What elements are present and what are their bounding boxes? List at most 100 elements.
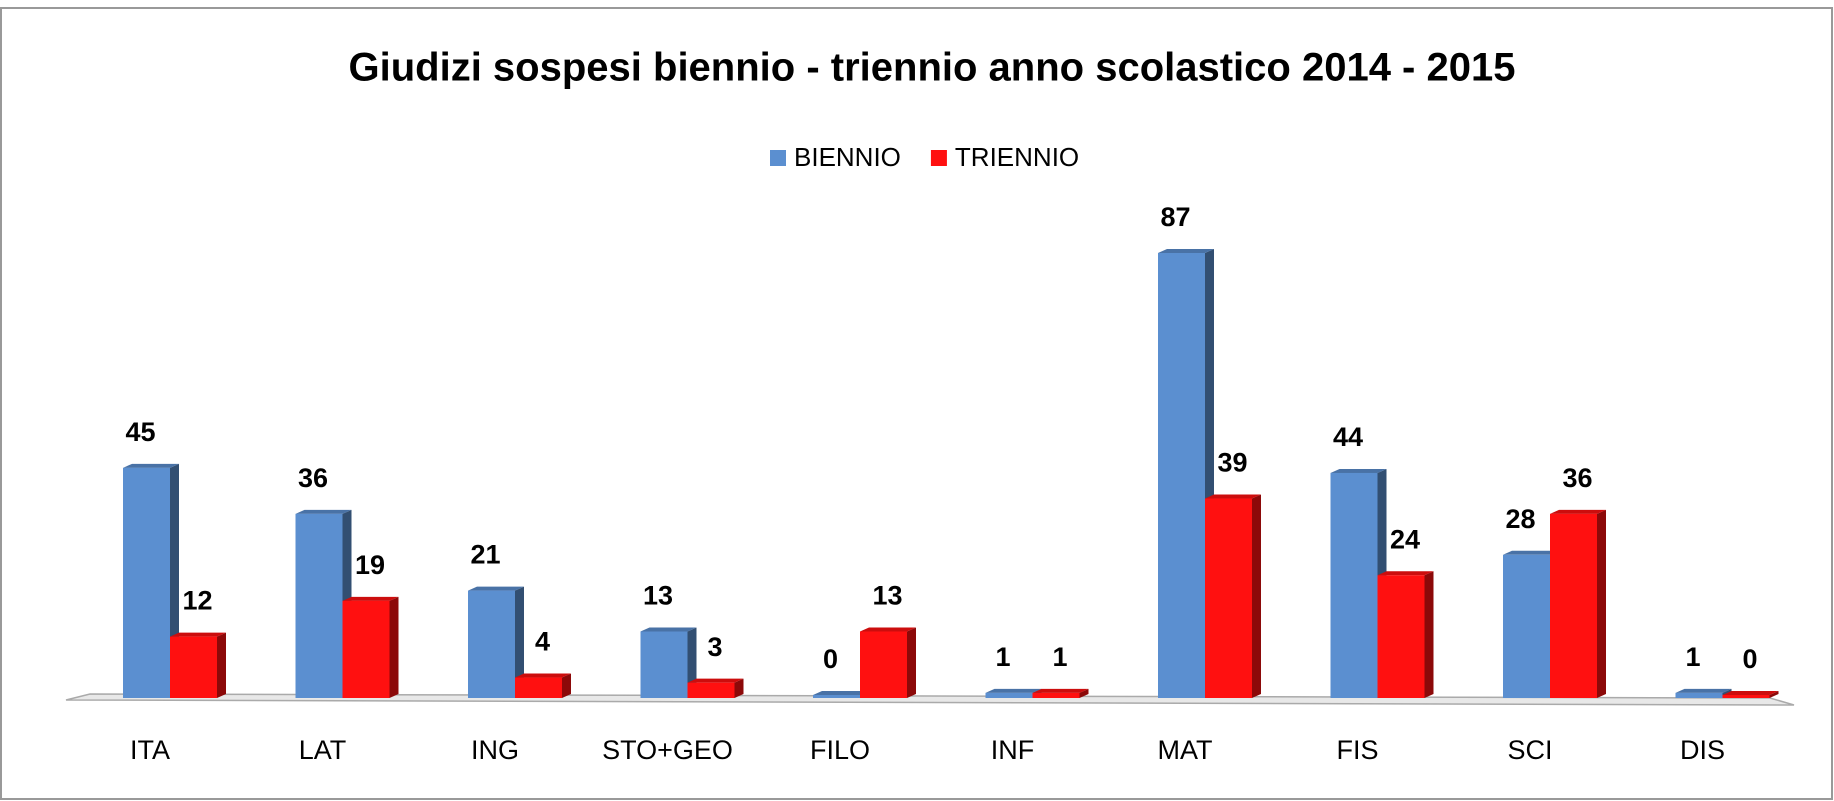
bar <box>1032 688 1089 698</box>
bar <box>170 632 226 698</box>
bar <box>1205 494 1261 698</box>
x-tick-label: STO+GEO <box>602 735 733 765</box>
value-label: 45 <box>125 417 155 447</box>
bar-front <box>813 695 860 698</box>
value-label: 87 <box>1160 202 1190 232</box>
bar-front <box>687 682 735 698</box>
bar-top <box>1503 550 1559 555</box>
bar-top <box>1158 249 1214 253</box>
bar-top <box>687 678 744 683</box>
bar <box>342 596 399 698</box>
x-tick-label: FILO <box>810 735 870 765</box>
bar-front <box>123 467 170 698</box>
x-tick-label: DIS <box>1680 735 1725 765</box>
bar <box>687 678 744 698</box>
bar-side <box>217 632 226 698</box>
bar-front <box>1158 253 1205 698</box>
bar-front <box>985 692 1033 698</box>
value-label: 44 <box>1333 422 1363 452</box>
bar-front <box>342 600 390 698</box>
value-label: 1 <box>995 642 1010 672</box>
legend-swatch <box>770 150 786 166</box>
bar-top <box>985 688 1042 693</box>
value-label: 0 <box>823 644 838 674</box>
bar-side <box>734 678 744 698</box>
chart-title: Giudizi sospesi biennio - triennio anno … <box>349 46 1516 90</box>
bar-side <box>1252 494 1261 698</box>
bar-front <box>1550 513 1597 698</box>
bar-top <box>1032 688 1089 693</box>
value-label: 36 <box>298 463 328 493</box>
bar-top <box>170 632 226 637</box>
bar-side <box>515 586 524 698</box>
bar-side <box>1597 509 1606 698</box>
bar-front <box>295 513 343 698</box>
bar <box>1377 571 1434 698</box>
value-label: 12 <box>182 586 212 616</box>
bar-front <box>860 631 907 698</box>
value-label: 21 <box>470 540 500 570</box>
value-label: 4 <box>535 627 550 657</box>
value-label: 24 <box>1390 524 1420 554</box>
bar-front <box>1675 692 1723 698</box>
bar <box>860 627 916 698</box>
bar <box>515 673 571 698</box>
bar-top <box>1550 509 1606 514</box>
bar-front <box>1032 692 1080 698</box>
bar-front <box>1503 554 1550 698</box>
value-label: 1 <box>1685 642 1700 672</box>
x-tick-label: MAT <box>1158 735 1213 765</box>
bar-top <box>1675 688 1732 693</box>
bar <box>640 627 697 698</box>
value-label: 39 <box>1217 448 1247 478</box>
bar-side <box>907 627 916 698</box>
bar-front <box>468 590 515 698</box>
bar-front <box>1205 498 1252 698</box>
x-tick-label: INF <box>991 735 1035 765</box>
legend-swatch <box>930 150 947 166</box>
bar-top <box>640 627 697 632</box>
bar <box>1550 509 1606 698</box>
x-tick-label: SCI <box>1507 735 1552 765</box>
bar <box>468 586 524 698</box>
legend-label: BIENNIO <box>794 142 901 172</box>
bar-front <box>1330 472 1378 698</box>
bar-top <box>515 673 571 678</box>
x-tick-label: ING <box>471 735 519 765</box>
value-label: 36 <box>1562 463 1592 493</box>
x-tick-label: ITA <box>130 735 170 765</box>
bar-side <box>562 673 571 698</box>
bar-front <box>1377 575 1425 698</box>
bar-side <box>1079 688 1089 698</box>
bar <box>1722 691 1779 698</box>
bar-front <box>640 631 688 698</box>
value-label: 13 <box>643 581 673 611</box>
x-tick-label: LAT <box>299 735 347 765</box>
bar-top <box>123 463 179 468</box>
bar <box>1158 249 1214 698</box>
bar-side <box>1424 571 1434 698</box>
bar-top <box>342 596 399 601</box>
bar-front <box>515 677 562 698</box>
bar-top <box>1330 468 1387 473</box>
bar-top <box>1722 691 1779 695</box>
bar <box>123 463 179 698</box>
bar-top <box>813 691 869 695</box>
bar-top <box>1377 571 1434 576</box>
bar-front <box>170 636 217 698</box>
bar-side <box>389 596 399 698</box>
bar-top <box>1205 494 1261 499</box>
value-label: 19 <box>355 550 385 580</box>
value-label: 0 <box>1742 644 1757 674</box>
bar-top <box>295 509 352 514</box>
value-label: 3 <box>707 632 722 662</box>
bar-top <box>468 586 524 591</box>
value-label: 13 <box>872 581 902 611</box>
value-label: 1 <box>1052 642 1067 672</box>
value-label: 28 <box>1505 504 1535 534</box>
bar-side <box>1769 691 1779 698</box>
x-tick-label: FIS <box>1336 735 1378 765</box>
legend-label: TRIENNIO <box>955 142 1079 172</box>
bar-front <box>1722 695 1770 698</box>
